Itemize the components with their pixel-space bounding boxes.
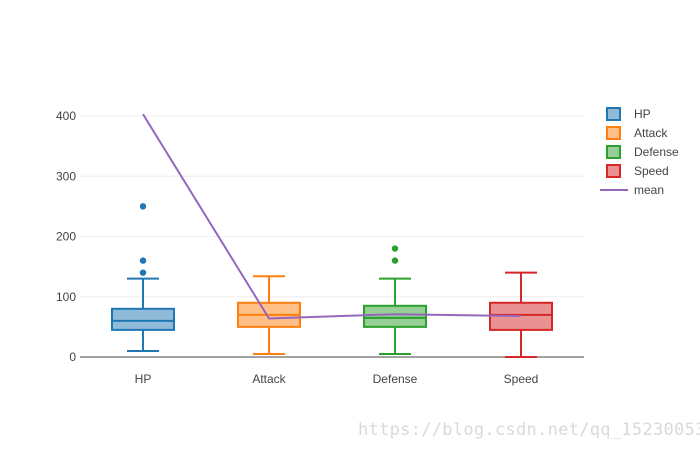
gridlines <box>80 115 584 358</box>
y-axis-tick-labels: 0 100 200 300 400 <box>56 109 76 364</box>
mean-line-series <box>142 113 522 320</box>
y-tick-label: 100 <box>56 290 76 304</box>
legend-item-defense[interactable]: Defense <box>606 145 679 159</box>
y-tick-label: 400 <box>56 109 76 123</box>
box-attack <box>237 275 301 355</box>
outlier-point <box>391 245 399 252</box>
box-series <box>111 203 553 358</box>
y-tick-label: 300 <box>56 169 76 183</box>
x-tick-label: HP <box>135 372 152 386</box>
legend-swatch <box>606 145 621 159</box>
legend-swatch <box>606 126 621 140</box>
x-axis-tick-labels: HP Attack Defense Speed <box>135 372 539 386</box>
legend-item-mean[interactable]: mean <box>600 183 664 197</box>
y-tick-label: 200 <box>56 230 76 244</box>
legend-label: Speed <box>634 164 669 178</box>
x-tick-label: Defense <box>373 372 418 386</box>
legend[interactable]: HP Attack Defense Speed mean <box>600 107 679 197</box>
y-tick-label: 0 <box>69 350 76 364</box>
outlier-point <box>139 269 147 276</box>
outlier-point <box>391 257 399 264</box>
legend-label: mean <box>634 183 664 197</box>
mean-polyline <box>142 113 522 320</box>
legend-swatch <box>606 164 621 178</box>
legend-item-speed[interactable]: Speed <box>606 164 669 178</box>
legend-label: Attack <box>634 126 668 140</box>
x-tick-label: Attack <box>252 372 286 386</box>
legend-label: HP <box>634 107 651 121</box>
outlier-point <box>139 203 147 210</box>
legend-item-hp[interactable]: HP <box>606 107 651 121</box>
outlier-point <box>139 257 147 264</box>
legend-label: Defense <box>634 145 679 159</box>
iqr-box <box>363 304 427 328</box>
iqr-box <box>111 307 175 331</box>
box-defense <box>363 245 427 355</box>
legend-item-attack[interactable]: Attack <box>606 126 668 140</box>
x-tick-label: Speed <box>504 372 539 386</box>
box-hp <box>111 203 175 352</box>
watermark-text: https://blog.csdn.net/qq_15230053 <box>358 420 700 440</box>
legend-swatch <box>606 107 621 121</box>
